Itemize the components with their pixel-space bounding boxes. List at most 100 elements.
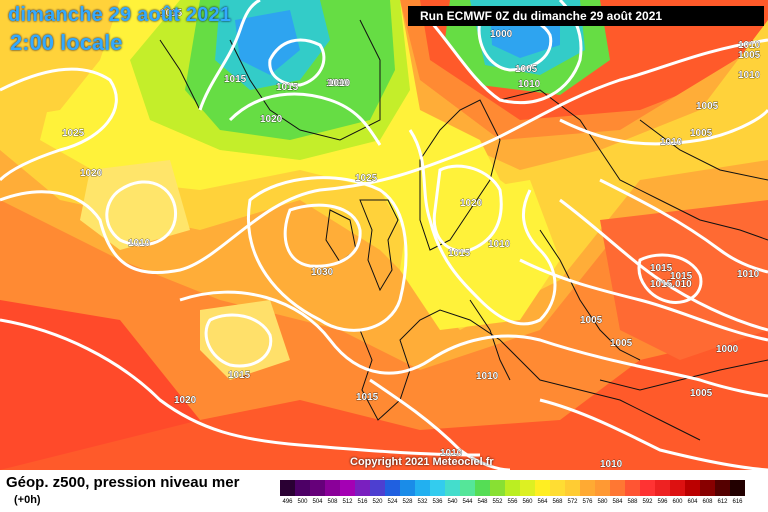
scale-swatch xyxy=(475,480,490,496)
isobar-label: 1025 xyxy=(62,128,85,139)
scale-swatch xyxy=(415,480,430,496)
scale-swatch xyxy=(700,480,715,496)
scale-swatch xyxy=(595,480,610,496)
isobar-label: 1010 xyxy=(737,269,760,280)
scale-swatch xyxy=(610,480,625,496)
map-date: dimanche 29 août 2021 xyxy=(8,4,232,26)
scale-swatch xyxy=(715,480,730,496)
scale-label: 532 xyxy=(417,499,428,505)
scale-label: 608 xyxy=(702,499,713,505)
scale-swatch xyxy=(310,480,325,496)
scale-swatch xyxy=(535,480,550,496)
scale-label: 500 xyxy=(297,499,308,505)
map-time: 2:00 locale xyxy=(10,30,123,55)
isobar-label: 1015 xyxy=(356,392,379,403)
scale-label: 544 xyxy=(462,499,473,505)
geopotential-field: 1015 1000 1005 1010 1010 1015 1015 1010 … xyxy=(0,0,768,470)
isobar-label: 1010 xyxy=(328,78,351,89)
scale-swatch xyxy=(670,480,685,496)
isobar-label: 1020 xyxy=(80,168,103,179)
scale-label: 528 xyxy=(402,499,413,505)
scale-label: 520 xyxy=(372,499,383,505)
isobar-label: 1010 xyxy=(738,70,761,81)
isobar-label: 1005 xyxy=(610,338,633,349)
forecast-offset: (+0h) xyxy=(14,494,41,506)
scale-swatch xyxy=(355,480,370,496)
color-scale-labels: 496 500 504 508 512 516 520 524 528 532 536 540 544 5… xyxy=(280,499,745,505)
isobar-label: 1010 xyxy=(476,371,499,382)
scale-label: 592 xyxy=(642,499,653,505)
isobar-label: 1010 xyxy=(128,238,151,249)
isobar-label: 1015 xyxy=(448,248,471,259)
isobar-label: 1005 xyxy=(696,101,719,112)
scale-label: 588 xyxy=(627,499,638,505)
scale-swatch xyxy=(550,480,565,496)
scale-swatch xyxy=(460,480,475,496)
scale-swatch xyxy=(625,480,640,496)
scale-label: 580 xyxy=(597,499,608,505)
scale-swatch xyxy=(325,480,340,496)
legend-footer: Géop. z500, pression niveau mer (+0h) 49… xyxy=(0,470,768,512)
isobar-label: 1010 xyxy=(660,137,683,148)
scale-label: 616 xyxy=(732,499,743,505)
color-scale xyxy=(280,480,745,496)
isobar-label: 1000 xyxy=(716,344,739,355)
scale-label: 508 xyxy=(327,499,338,505)
scale-label: 496 xyxy=(282,499,293,505)
isobar-label: 1005 xyxy=(515,64,538,75)
scale-swatch xyxy=(655,480,670,496)
scale-label: 548 xyxy=(477,499,488,505)
scale-swatch xyxy=(490,480,505,496)
scale-swatch xyxy=(295,480,310,496)
scale-label: 584 xyxy=(612,499,623,505)
scale-swatch xyxy=(445,480,460,496)
scale-swatch xyxy=(400,480,415,496)
isobar-label: 1015.010 xyxy=(650,279,692,290)
scale-swatch xyxy=(520,480,535,496)
isobar-label: 1005 xyxy=(690,388,713,399)
isobar-label: 1005 xyxy=(738,50,761,61)
run-banner: Run ECMWF 0Z du dimanche 29 août 2021 xyxy=(408,6,764,26)
scale-label: 564 xyxy=(537,499,548,505)
scale-label: 560 xyxy=(522,499,533,505)
scale-label: 612 xyxy=(717,499,728,505)
scale-swatch xyxy=(565,480,580,496)
copyright-notice: Copyright 2021 Meteociel.fr xyxy=(350,456,494,468)
isobar-label: 1015 xyxy=(650,263,673,274)
isobar-label: 1010 xyxy=(440,448,463,459)
scale-swatch xyxy=(580,480,595,496)
scale-swatch xyxy=(685,480,700,496)
weather-map: 1015 1000 1005 1010 1010 1015 1015 1010 … xyxy=(0,0,768,470)
scale-label: 604 xyxy=(687,499,698,505)
scale-label: 540 xyxy=(447,499,458,505)
scale-swatch xyxy=(730,480,745,496)
scale-label: 504 xyxy=(312,499,323,505)
isobar-label: 1005 xyxy=(690,128,713,139)
isobar-label: 1010 xyxy=(326,78,349,89)
scale-label: 524 xyxy=(387,499,398,505)
isobar-label: 1010 xyxy=(738,40,761,51)
legend-title: Géop. z500, pression niveau mer xyxy=(6,474,240,491)
scale-label: 572 xyxy=(567,499,578,505)
isobar-label: 1010 xyxy=(518,79,541,90)
scale-swatch xyxy=(280,480,295,496)
scale-label: 576 xyxy=(582,499,593,505)
isobar-label: 1030 xyxy=(311,267,334,278)
scale-label: 516 xyxy=(357,499,368,505)
isobar-label: 1015 xyxy=(670,271,693,282)
scale-swatch xyxy=(370,480,385,496)
isobar-label: 1000 xyxy=(490,29,513,40)
isobar-label: 1010 xyxy=(488,239,511,250)
scale-swatch xyxy=(640,480,655,496)
scale-label: 596 xyxy=(657,499,668,505)
isobar-label: 1015 xyxy=(276,82,299,93)
scale-label: 536 xyxy=(432,499,443,505)
scale-swatch xyxy=(340,480,355,496)
isobar-label: 1005 xyxy=(580,315,603,326)
isobar-label: 1015 xyxy=(228,370,251,381)
scale-swatch xyxy=(385,480,400,496)
isobar-label: 1010 xyxy=(600,459,623,470)
isobar-label: 1020 xyxy=(174,395,197,406)
isobar-label: 1015 xyxy=(224,74,247,85)
isobar-label: 1015 xyxy=(160,8,183,19)
